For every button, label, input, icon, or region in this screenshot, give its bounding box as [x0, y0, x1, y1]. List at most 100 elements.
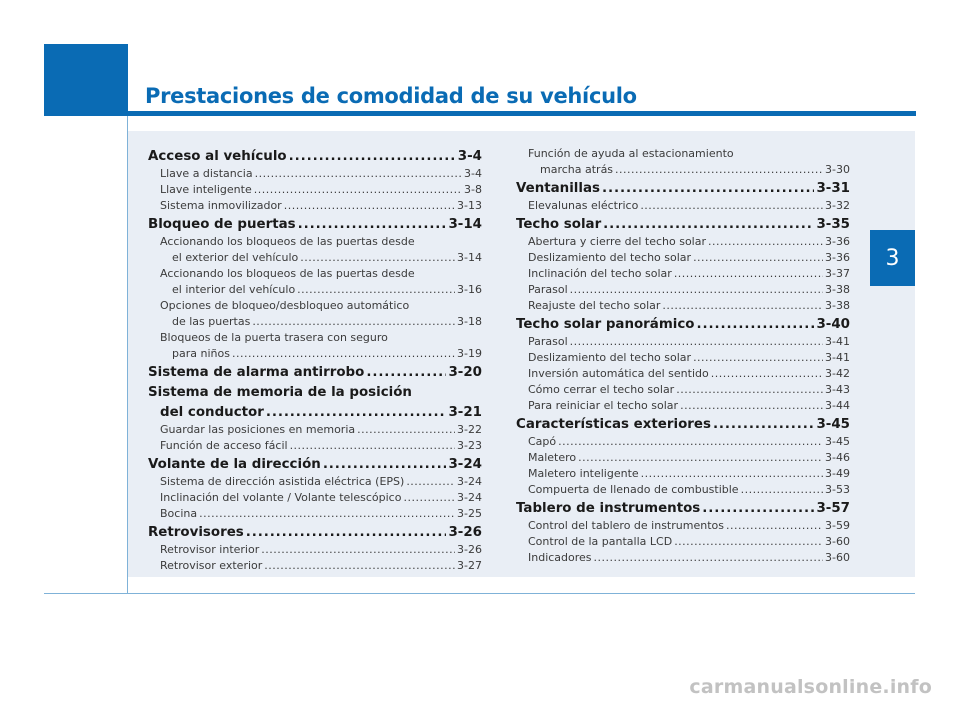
toc-section-entry[interactable]: Sistema de memoria de la posición: [148, 383, 482, 402]
toc-entry-label: Función de ayuda al estacionamiento: [528, 147, 734, 160]
toc-entry-label: Techo solar panorámico: [516, 317, 695, 332]
toc-page-number: 3-36: [825, 235, 850, 248]
toc-entry-label: Sistema inmovilizador: [160, 199, 282, 212]
toc-entry-label: Volante de la dirección: [148, 457, 321, 472]
dot-leader: [713, 415, 815, 434]
dot-leader: [264, 558, 455, 574]
left-margin-rule: [127, 116, 128, 593]
toc-subentry[interactable]: Parasol 3-38: [516, 282, 850, 298]
toc-section-entry[interactable]: Techo solar 3-35: [516, 215, 850, 234]
toc-subentry[interactable]: Deslizamiento del techo solar 3-36: [516, 250, 850, 266]
toc-subentry[interactable]: Control del tablero de instrumentos 3-59: [516, 518, 850, 534]
toc-entry-label: Control del tablero de instrumentos: [528, 519, 724, 532]
toc-subentry[interactable]: Deslizamiento del techo solar 3-41: [516, 350, 850, 366]
toc-page-number: 3-60: [825, 551, 850, 564]
toc-subentry[interactable]: Para reiniciar el techo solar 3-44: [516, 398, 850, 414]
toc-section-entry[interactable]: Techo solar panorámico 3-40: [516, 315, 850, 334]
toc-subentry[interactable]: Cómo cerrar el techo solar 3-43: [516, 382, 850, 398]
toc-subentry[interactable]: Sistema de dirección asistida eléctrica …: [148, 474, 482, 490]
title-underline: [128, 111, 916, 116]
toc-section-entry[interactable]: Volante de la dirección 3-24: [148, 455, 482, 474]
toc-subentry[interactable]: el interior del vehículo 3-16: [148, 282, 482, 298]
toc-subentry[interactable]: Elevalunas eléctrico 3-32: [516, 198, 850, 214]
dot-leader: [232, 346, 455, 362]
dot-leader: [711, 366, 823, 382]
toc-column-left: Acceso al vehículo 3-4 Llave a distancia 3-…: [148, 146, 482, 574]
toc-subentry[interactable]: Control de la pantalla LCD 3-60: [516, 534, 850, 550]
toc-page-number: 3-38: [825, 299, 850, 312]
toc-section-entry[interactable]: del conductor 3-21: [148, 403, 482, 422]
toc-subentry[interactable]: Función de ayuda al estacionamiento: [516, 146, 850, 162]
dot-leader: [726, 518, 823, 534]
toc-subentry[interactable]: marcha atrás 3-30: [516, 162, 850, 178]
toc-subentry[interactable]: el exterior del vehículo 3-14: [148, 250, 482, 266]
toc-page-number: 3-18: [457, 315, 482, 328]
toc-subentry[interactable]: Bloqueos de la puerta trasera con seguro: [148, 330, 482, 346]
dot-leader: [693, 250, 823, 266]
dot-leader: [578, 450, 823, 466]
toc-page-number: 3-19: [457, 347, 482, 360]
dot-leader: [641, 466, 823, 482]
toc-subentry[interactable]: Abertura y cierre del techo solar 3-36: [516, 234, 850, 250]
toc-page-number: 3-26: [457, 543, 482, 556]
toc-subentry[interactable]: Guardar las posiciones en memoria 3-22: [148, 422, 482, 438]
dot-leader: [676, 382, 823, 398]
toc-section-entry[interactable]: Acceso al vehículo 3-4: [148, 147, 482, 166]
toc-subentry[interactable]: Maletero 3-46: [516, 450, 850, 466]
toc-subentry[interactable]: para niños 3-19: [148, 346, 482, 362]
toc-subentry[interactable]: Inclinación del volante / Volante telesc…: [148, 490, 482, 506]
toc-subentry[interactable]: Indicadores 3-60: [516, 550, 850, 566]
toc-subentry[interactable]: Compuerta de llenado de combustible 3-53: [516, 482, 850, 498]
toc-subentry[interactable]: Capó 3-45: [516, 434, 850, 450]
toc-section-entry[interactable]: Sistema de alarma antirrobo 3-20: [148, 363, 482, 382]
toc-page-number: 3-14: [457, 251, 482, 264]
toc-section-entry[interactable]: Características exteriores 3-45: [516, 415, 850, 434]
toc-section-entry[interactable]: Bloqueo de puertas 3-14: [148, 215, 482, 234]
toc-subentry[interactable]: Función de acceso fácil 3-23: [148, 438, 482, 454]
toc-subentry[interactable]: Retrovisor interior 3-26: [148, 542, 482, 558]
toc-entry-label: Capó: [528, 435, 557, 448]
toc-page-number: 3-25: [457, 507, 482, 520]
toc-page-number: 3-57: [816, 501, 850, 516]
toc-subentry[interactable]: de las puertas 3-18: [148, 314, 482, 330]
toc-subentry[interactable]: Llave a distancia 3-4: [148, 166, 482, 182]
dot-leader: [252, 314, 455, 330]
toc-subentry[interactable]: Inclinación del techo solar 3-37: [516, 266, 850, 282]
toc-page-number: 3-24: [457, 491, 482, 504]
toc-page-number: 3-42: [825, 367, 850, 380]
toc-page-number: 3-14: [448, 217, 482, 232]
toc-entry-label: Abertura y cierre del techo solar: [528, 235, 707, 248]
dot-leader: [284, 198, 455, 214]
toc-subentry[interactable]: Maletero inteligente 3-49: [516, 466, 850, 482]
toc-subentry[interactable]: Sistema inmovilizador 3-13: [148, 198, 482, 214]
toc-subentry[interactable]: Retrovisor exterior 3-27: [148, 558, 482, 574]
toc-subentry[interactable]: Inversión automática del sentido 3-42: [516, 366, 850, 382]
toc-subentry[interactable]: Reajuste del techo solar 3-38: [516, 298, 850, 314]
toc-section-entry[interactable]: Retrovisores 3-26: [148, 523, 482, 542]
toc-page-number: 3-31: [816, 181, 850, 196]
dot-leader: [674, 534, 823, 550]
toc-subentry[interactable]: Parasol 3-41: [516, 334, 850, 350]
dot-leader: [603, 215, 814, 234]
dot-leader: [297, 282, 455, 298]
toc-subentry[interactable]: Opciones de bloqueo/desbloqueo automátic…: [148, 298, 482, 314]
toc-subentry[interactable]: Accionando los bloqueos de las puertas d…: [148, 234, 482, 250]
toc-page-number: 3-60: [825, 535, 850, 548]
toc-entry-label: Accionando los bloqueos de las puertas d…: [160, 235, 415, 248]
toc-page-number: 3-41: [825, 351, 850, 364]
dot-leader: [708, 234, 823, 250]
toc-page-number: 3-40: [816, 317, 850, 332]
toc-subentry[interactable]: Llave inteligente 3-8: [148, 182, 482, 198]
toc-entry-label: Sistema de memoria de la posición: [148, 385, 412, 400]
dot-leader: [403, 490, 455, 506]
toc-section-entry[interactable]: Ventanillas 3-31: [516, 179, 850, 198]
toc-subentry[interactable]: Bocina 3-25: [148, 506, 482, 522]
toc-page-number: 3-44: [825, 399, 850, 412]
dot-leader: [697, 315, 815, 334]
dot-leader: [300, 250, 455, 266]
page-title: Prestaciones de comodidad de su vehículo: [145, 84, 637, 108]
toc-subentry[interactable]: Accionando los bloqueos de las puertas d…: [148, 266, 482, 282]
chapter-tab[interactable]: 3: [870, 230, 915, 286]
toc-entry-label: Características exteriores: [516, 417, 711, 432]
toc-section-entry[interactable]: Tablero de instrumentos 3-57: [516, 499, 850, 518]
